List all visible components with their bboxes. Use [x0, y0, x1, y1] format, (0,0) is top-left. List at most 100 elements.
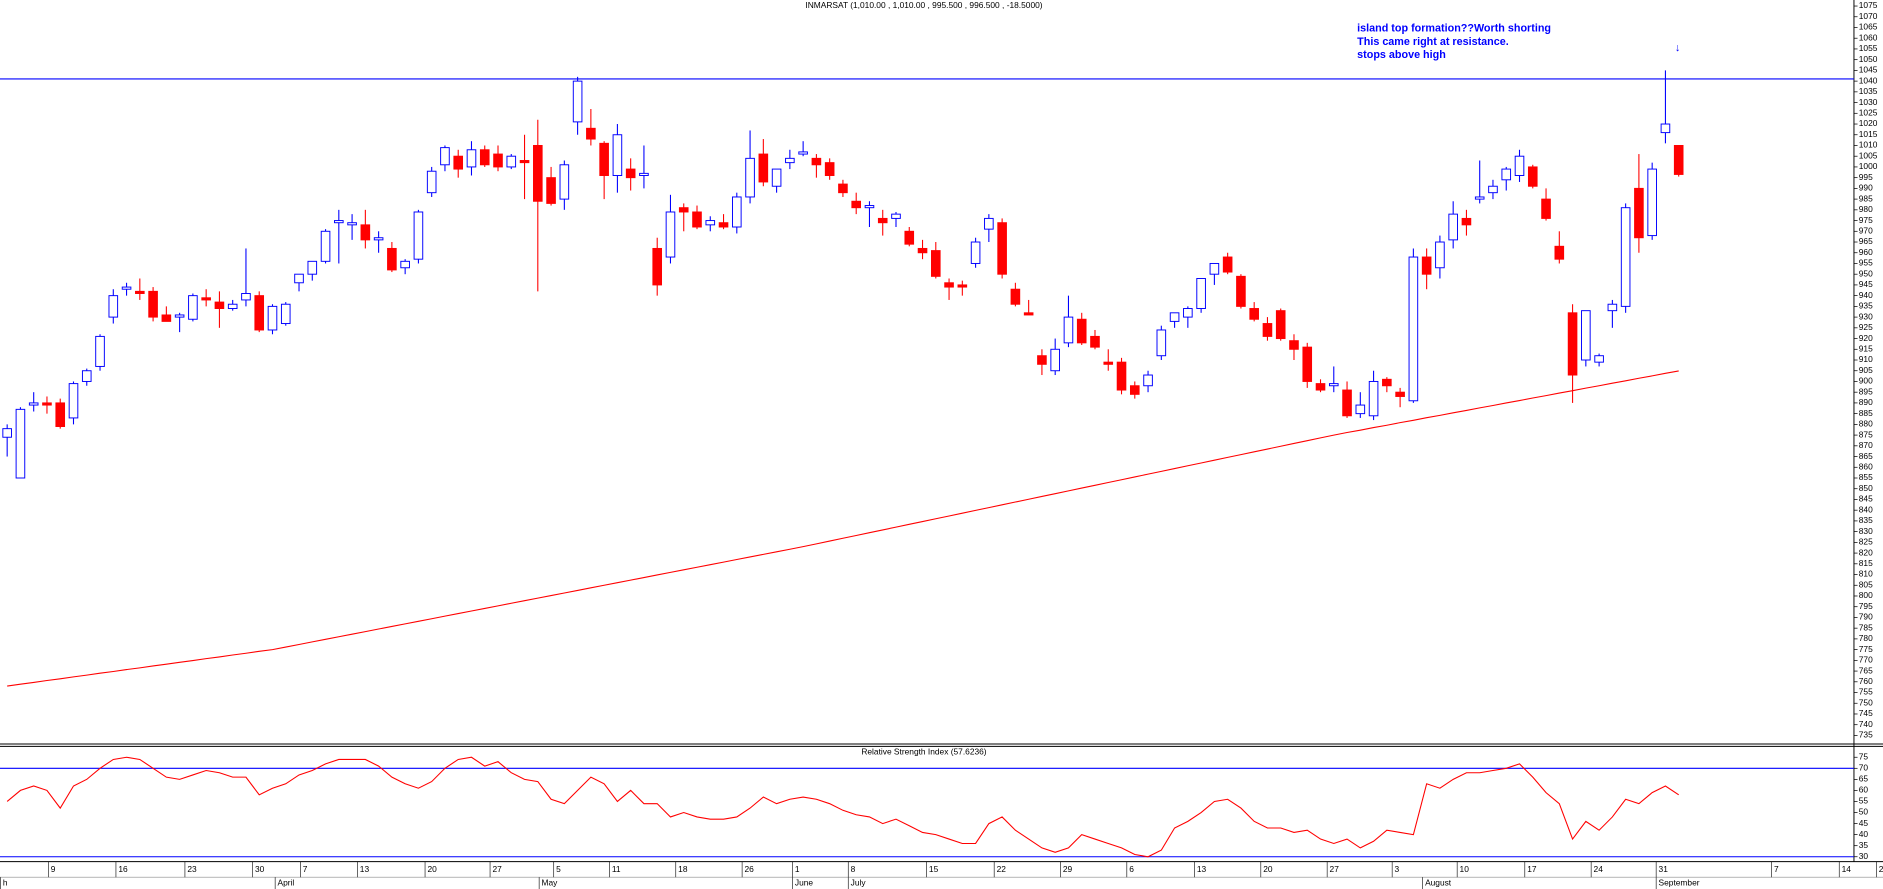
candle-body	[1461, 217, 1472, 226]
y-tick-label: 760	[1859, 676, 1873, 686]
x-tick-label: 10	[1460, 864, 1470, 874]
annotation: This came right at resistance.	[1357, 36, 1509, 48]
candle-body	[360, 224, 371, 241]
candle-body	[1289, 340, 1299, 350]
candle-body	[838, 183, 848, 194]
candle-body	[1501, 168, 1512, 181]
candle-body	[1050, 348, 1060, 372]
candle-body	[241, 293, 251, 301]
candle-body	[108, 295, 119, 318]
candle-body	[479, 149, 490, 166]
y-tick-label: 750	[1859, 697, 1873, 707]
y-tick-label: 815	[1859, 558, 1873, 568]
y-tick-label: 1055	[1859, 43, 1878, 53]
y-tick-label: 850	[1859, 483, 1873, 493]
candle-body	[1129, 385, 1140, 395]
y-tick-label: 795	[1859, 601, 1873, 611]
candle-body	[904, 230, 915, 245]
x-tick-label: 27	[1330, 864, 1340, 874]
candle-body	[678, 207, 689, 213]
y-tick-label: 60	[1859, 785, 1869, 795]
y-tick-label: 1020	[1859, 118, 1878, 128]
x-tick-label: 1	[795, 864, 800, 874]
candle-body	[984, 217, 994, 230]
x-tick-label: 13	[1197, 864, 1207, 874]
y-tick-label: 940	[1859, 290, 1873, 300]
y-tick-label: 765	[1859, 665, 1873, 675]
month-label: June	[795, 877, 814, 887]
y-tick-label: 930	[1859, 311, 1873, 321]
candle-body	[1169, 312, 1180, 322]
candle-body	[201, 297, 211, 301]
candle-body	[1143, 374, 1153, 387]
x-tick-label: 2	[1879, 864, 1883, 874]
candle-body	[55, 402, 66, 427]
candle-body	[280, 303, 291, 325]
candle-body	[1382, 378, 1392, 387]
candle-body	[1647, 168, 1657, 237]
candle-body	[917, 247, 928, 254]
y-tick-label: 65	[1859, 774, 1869, 784]
candle-body	[506, 155, 517, 168]
x-tick-label: 8	[851, 864, 856, 874]
candle-body	[1183, 308, 1193, 318]
y-tick-label: 790	[1859, 612, 1873, 622]
candle-body	[625, 168, 636, 179]
y-tick-label: 810	[1859, 569, 1873, 579]
candle-body	[665, 211, 676, 258]
y-tick-label: 30	[1859, 851, 1869, 861]
candle-body	[1037, 355, 1047, 365]
annotation: stops above high	[1357, 49, 1446, 61]
candle-body	[864, 205, 875, 209]
candle-body	[1328, 383, 1339, 387]
month-label: August	[1425, 877, 1452, 887]
y-tick-label: 970	[1859, 226, 1873, 236]
y-tick-label: 845	[1859, 494, 1873, 504]
candle-body	[1249, 308, 1259, 320]
candle-body	[957, 284, 968, 288]
y-tick-label: 800	[1859, 590, 1873, 600]
candle-body	[877, 217, 888, 224]
candle-body	[771, 168, 782, 187]
y-tick-label: 925	[1859, 322, 1873, 332]
candle-body	[227, 303, 238, 310]
candle-body	[2, 428, 12, 438]
candle-body	[466, 149, 477, 168]
candle-body	[1196, 278, 1206, 310]
candle-body	[148, 290, 158, 318]
y-tick-label: 1075	[1859, 0, 1878, 10]
candle-body	[1594, 355, 1604, 363]
y-tick-label: 985	[1859, 193, 1873, 203]
annotation: ↓	[1675, 42, 1680, 54]
candle-body	[1567, 312, 1578, 376]
y-tick-label: 980	[1859, 204, 1873, 214]
y-tick-label: 45	[1859, 818, 1869, 828]
x-tick-label: 16	[118, 864, 128, 874]
candle-body	[533, 144, 543, 202]
x-tick-label: 31	[1659, 864, 1669, 874]
candle-body	[320, 230, 331, 262]
y-tick-label: 910	[1859, 354, 1873, 364]
candle-body	[718, 222, 729, 228]
candle-body	[1634, 187, 1644, 239]
candle-body	[692, 211, 702, 228]
candle-body	[174, 314, 185, 318]
candle-body	[1355, 404, 1366, 415]
y-tick-label: 1050	[1859, 54, 1878, 64]
y-tick-label: 875	[1859, 429, 1873, 439]
y-tick-label: 75	[1859, 751, 1869, 761]
rsi-title: Relative Strength Index (57.6236)	[861, 747, 986, 757]
candle-body	[997, 222, 1007, 275]
y-tick-label: 860	[1859, 461, 1873, 471]
x-tick-label: 11	[612, 864, 621, 874]
y-tick-label: 55	[1859, 796, 1869, 806]
candle-body	[1554, 245, 1565, 260]
chart-title: INMARSAT (1,010.00 , 1,010.00 , 995.500 …	[805, 0, 1042, 10]
y-tick-label: 960	[1859, 247, 1873, 257]
y-tick-label: 820	[1859, 547, 1873, 557]
candle-body	[453, 155, 464, 170]
y-tick-label: 1000	[1859, 161, 1878, 171]
y-tick-label: 1035	[1859, 86, 1878, 96]
candle-body	[586, 127, 596, 140]
